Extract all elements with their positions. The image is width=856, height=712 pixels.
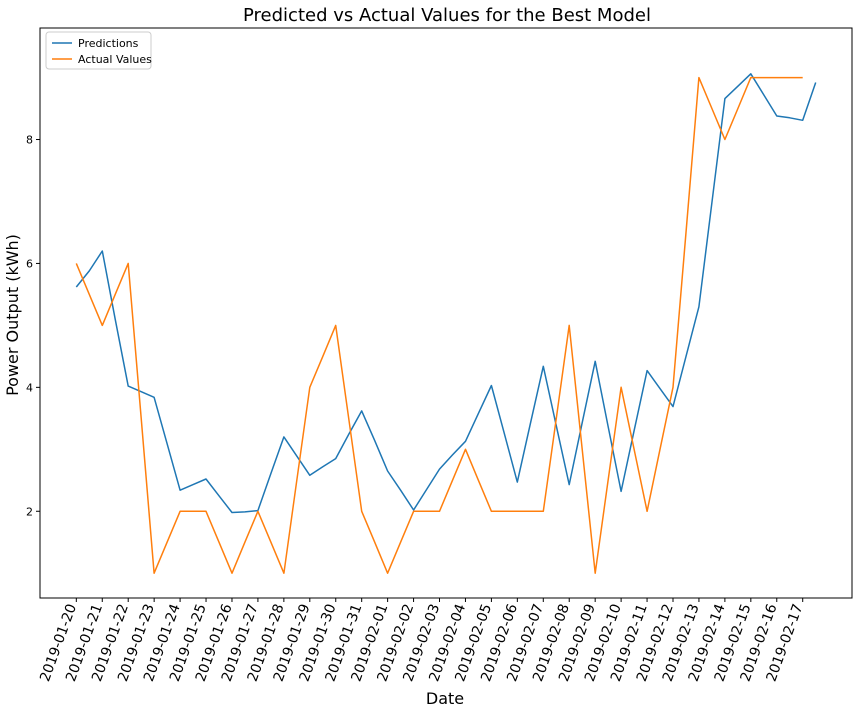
axes-frame <box>39 27 853 599</box>
series-line-1 <box>75 76 803 574</box>
y-tick-label: 2 <box>26 505 33 518</box>
legend-label-0: Predictions <box>78 37 139 50</box>
y-tick-label: 8 <box>26 134 33 147</box>
legend-label-1: Actual Values <box>78 53 152 66</box>
chart-title: Predicted vs Actual Values for the Best … <box>243 5 651 26</box>
legend: Predictions Actual Values <box>45 31 152 70</box>
plot-area <box>75 73 817 574</box>
y-tick-label: 4 <box>26 381 33 394</box>
axes: 24682019-01-202019-01-212019-01-222019-0… <box>26 27 853 684</box>
y-axis-label: Power Output (kWh) <box>3 234 22 396</box>
legend-box <box>45 31 152 70</box>
x-axis-label: Date <box>426 689 464 708</box>
y-tick-label: 6 <box>26 257 33 270</box>
series-line-0 <box>75 73 817 514</box>
